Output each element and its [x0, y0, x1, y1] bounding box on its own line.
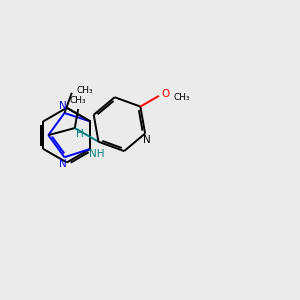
Text: N: N	[59, 159, 67, 170]
Text: CH₃: CH₃	[70, 97, 86, 106]
Text: CH₃: CH₃	[174, 93, 190, 102]
Text: H: H	[76, 129, 84, 139]
Text: N: N	[143, 135, 151, 145]
Text: CH₃: CH₃	[76, 86, 93, 95]
Text: N: N	[59, 101, 67, 112]
Text: O: O	[162, 89, 170, 99]
Text: NH: NH	[89, 149, 105, 159]
